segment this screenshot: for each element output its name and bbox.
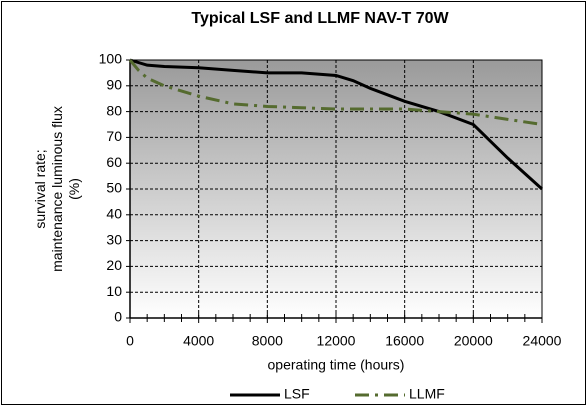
y-axis-label-line: survival rate; xyxy=(32,149,48,228)
x-tick-label: 12000 xyxy=(317,333,356,349)
x-tick-label: 24000 xyxy=(523,333,562,349)
y-tick-label: 60 xyxy=(106,154,122,170)
y-axis-label-line: (%) xyxy=(66,178,82,200)
x-axis-label: operating time (hours) xyxy=(268,357,405,373)
series-line xyxy=(129,58,544,191)
y-tick-label: 80 xyxy=(106,102,122,118)
x-tick-label: 8000 xyxy=(252,333,283,349)
x-tick-label: 20000 xyxy=(454,333,493,349)
y-tick-label: 30 xyxy=(106,231,122,247)
y-tick-label: 100 xyxy=(99,51,123,67)
y-tick-label: 40 xyxy=(106,206,122,222)
x-tick-label: 16000 xyxy=(385,333,424,349)
y-tick-label: 20 xyxy=(106,257,122,273)
x-tick-label: 0 xyxy=(126,333,134,349)
legend-label: LLMF xyxy=(409,386,445,402)
chart-title: Typical LSF and LLMF NAV-T 70W xyxy=(191,10,449,27)
y-axis-label: survival rate;maintenance luminous flux(… xyxy=(32,106,82,272)
legend-label: LSF xyxy=(284,386,310,402)
y-tick-label: 70 xyxy=(106,128,122,144)
y-tick-label: 50 xyxy=(106,180,122,196)
series-line xyxy=(128,59,543,126)
y-tick-label: 0 xyxy=(114,309,122,325)
y-axis-label-line: maintenance luminous flux xyxy=(49,106,65,272)
y-tick-label: 90 xyxy=(106,77,122,93)
y-tick-label: 10 xyxy=(106,283,122,299)
x-tick-label: 4000 xyxy=(183,333,214,349)
